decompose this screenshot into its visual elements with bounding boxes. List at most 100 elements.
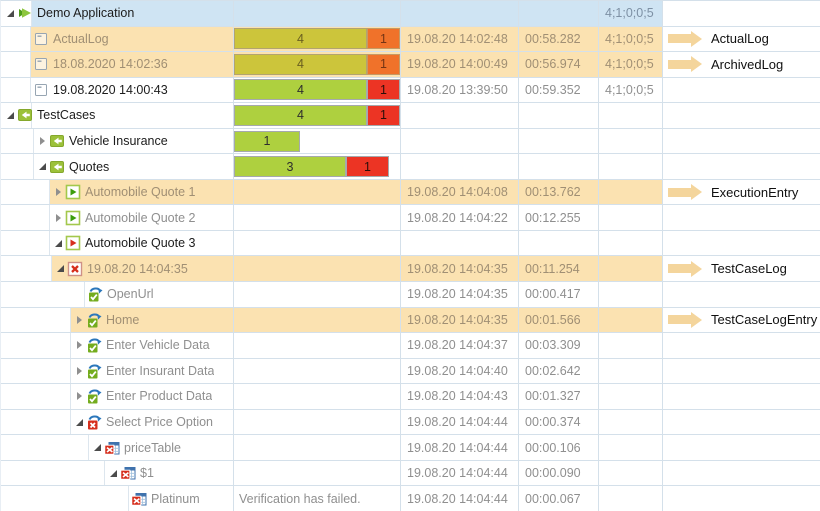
expand-expander-icon[interactable]: [52, 188, 65, 196]
tree-row[interactable]: OpenUrl 19.08.20 14:04:35 00:00.417: [1, 282, 820, 308]
name-cell: OpenUrl: [1, 282, 234, 307]
collapse-expander-icon[interactable]: [36, 163, 49, 170]
collapse-expander-icon[interactable]: [52, 240, 65, 247]
tree-node[interactable]: 18.08.2020 14:02:36: [31, 52, 233, 77]
failed-count-badge: 1: [367, 79, 400, 101]
tree-row[interactable]: Platinum Verification has failed. 19.08.20…: [1, 486, 820, 511]
summary-cell: [599, 256, 663, 282]
tree-row[interactable]: Select Price Option 19.08.20 14:04:44 00:0…: [1, 409, 820, 436]
tree-row[interactable]: 19.08.2020 14:00:43 4 1 19.08.20 13:39:50 00…: [1, 77, 820, 104]
tree-row[interactable]: 19.08.20 14:04:35 19.08.20 14:04:35 00:11.…: [1, 256, 820, 283]
tree-node[interactable]: Enter Product Data: [71, 384, 233, 409]
tree-node[interactable]: ActualLog: [31, 26, 233, 52]
result-cell: [234, 435, 401, 460]
tree-row[interactable]: Vehicle Insurance 1: [1, 128, 820, 155]
tree-node[interactable]: Automobile Quote 2: [50, 205, 233, 230]
result-cell: Verification has failed.: [234, 486, 401, 511]
annotation-zone: ArchivedLog: [663, 52, 820, 77]
tree-row[interactable]: ActualLog 4 1 19.08.20 14:02:48 00:58.282 4;1…: [1, 26, 820, 53]
tree-row[interactable]: Automobile Quote 3: [1, 230, 820, 257]
tree-row[interactable]: Automobile Quote 2 19.08.20 14:04:22 00:12…: [1, 205, 820, 231]
result-cell: [234, 409, 401, 435]
tree-node[interactable]: 19.08.20 14:04:35: [52, 256, 233, 282]
collapse-expander-icon[interactable]: [91, 444, 104, 451]
tree-indent: [1, 205, 50, 230]
tree-row[interactable]: priceTable 19.08.20 14:04:44 00:00.106: [1, 435, 820, 461]
duration-cell: 00:56.974: [519, 52, 599, 77]
expand-expander-icon[interactable]: [36, 137, 49, 145]
name-cell: priceTable: [1, 435, 234, 460]
message-text: Verification has failed.: [239, 491, 361, 506]
collapse-expander-icon[interactable]: [54, 265, 67, 272]
name-cell: Enter Insurant Data: [1, 358, 234, 384]
tree-node[interactable]: OpenUrl: [85, 282, 233, 307]
tree-node[interactable]: Platinum: [129, 486, 233, 511]
collapse-expander-icon[interactable]: [73, 419, 86, 426]
tree-row[interactable]: TestCases 4 1: [1, 103, 820, 129]
tree-indent: [1, 409, 71, 435]
tree-node[interactable]: $1: [105, 461, 233, 486]
tree-node[interactable]: Select Price Option: [71, 410, 233, 435]
result-cell: [234, 333, 401, 358]
annotation-arrow-icon: [668, 30, 702, 47]
annotation-arrow-head: [691, 260, 702, 277]
tree-row[interactable]: Quotes 3 1: [1, 154, 820, 180]
tree-row[interactable]: Enter Product Data 19.08.20 14:04:43 00:01…: [1, 384, 820, 410]
expand-expander-icon[interactable]: [73, 316, 86, 324]
timestamp-cell: 19.08.20 14:02:48: [401, 26, 519, 52]
tree-row[interactable]: 18.08.2020 14:02:36 4 1 19.08.20 14:00:49 00…: [1, 52, 820, 78]
annotation-arrow-head: [691, 30, 702, 47]
summary-cell: [599, 435, 663, 460]
tree-indent: [1, 77, 31, 103]
summary-cell: [599, 460, 663, 486]
expand-expander-icon[interactable]: [73, 392, 86, 400]
expand-expander-icon[interactable]: [52, 214, 65, 222]
collapse-expander-icon[interactable]: [4, 112, 17, 119]
tree-node[interactable]: Demo Application: [32, 1, 233, 26]
tree-node[interactable]: priceTable: [89, 435, 233, 460]
tree-row[interactable]: Demo Application 4;1;0;0;5: [1, 1, 820, 27]
timestamp-cell: 19.08.20 14:04:35: [401, 256, 519, 282]
node-label: 19.08.20 14:04:35: [87, 261, 188, 276]
log-doc-icon: [33, 31, 50, 47]
tree-row[interactable]: Enter Vehicle Data 19.08.20 14:04:37 00:03…: [1, 333, 820, 359]
tree-node[interactable]: Automobile Quote 3: [50, 231, 233, 256]
summary-cell: [599, 128, 663, 154]
tree-indent: [1, 460, 105, 486]
tree-node[interactable]: Enter Insurant Data: [71, 359, 233, 384]
collapse-expander-icon[interactable]: [107, 470, 120, 477]
tree-row[interactable]: Enter Insurant Data 19.08.20 14:04:40 00:0…: [1, 358, 820, 385]
duration-cell: 00:01.566: [519, 307, 599, 333]
summary-cell: [599, 384, 663, 409]
testcase-pass-icon: [65, 210, 82, 226]
timestamp-cell: 19.08.20 13:39:50: [401, 77, 519, 103]
tree-node[interactable]: 19.08.2020 14:00:43: [31, 78, 233, 103]
tree-node[interactable]: TestCases: [32, 103, 233, 128]
tree-node[interactable]: Automobile Quote 1: [50, 179, 233, 205]
name-cell: Home: [1, 307, 234, 333]
annotation-arrow-shaft: [668, 187, 691, 197]
timestamp-cell: 19.08.20 14:04:44: [401, 460, 519, 486]
name-cell: Automobile Quote 2: [1, 205, 234, 230]
tree-row[interactable]: $1 19.08.20 14:04:44 00:00.090: [1, 460, 820, 487]
keyword-pass-icon: [86, 312, 103, 328]
node-label: TestCases: [37, 108, 96, 123]
expand-expander-icon[interactable]: [73, 367, 86, 375]
tree-node[interactable]: Home: [71, 307, 233, 333]
duration-cell: 00:00.374: [519, 409, 599, 435]
tree-indent: [1, 435, 89, 460]
passed-count-badge: 4: [234, 104, 367, 126]
annotation-zone: [663, 460, 820, 486]
tree-node[interactable]: Quotes: [34, 154, 233, 179]
failed-count-badge: 1: [346, 156, 389, 178]
tree-indent: [1, 179, 50, 205]
passed-count-badge: 4: [234, 79, 367, 101]
tree-node[interactable]: Vehicle Insurance: [34, 129, 233, 154]
expand-expander-icon[interactable]: [73, 341, 86, 349]
tree-row[interactable]: Automobile Quote 1 19.08.20 14:04:08 00:13…: [1, 179, 820, 206]
tree-node[interactable]: Enter Vehicle Data: [71, 333, 233, 358]
collapse-expander-icon[interactable]: [4, 10, 17, 17]
tree-row[interactable]: Home 19.08.20 14:04:35 00:01.566 TestCaseLo…: [1, 307, 820, 334]
run-icon: [17, 5, 34, 21]
